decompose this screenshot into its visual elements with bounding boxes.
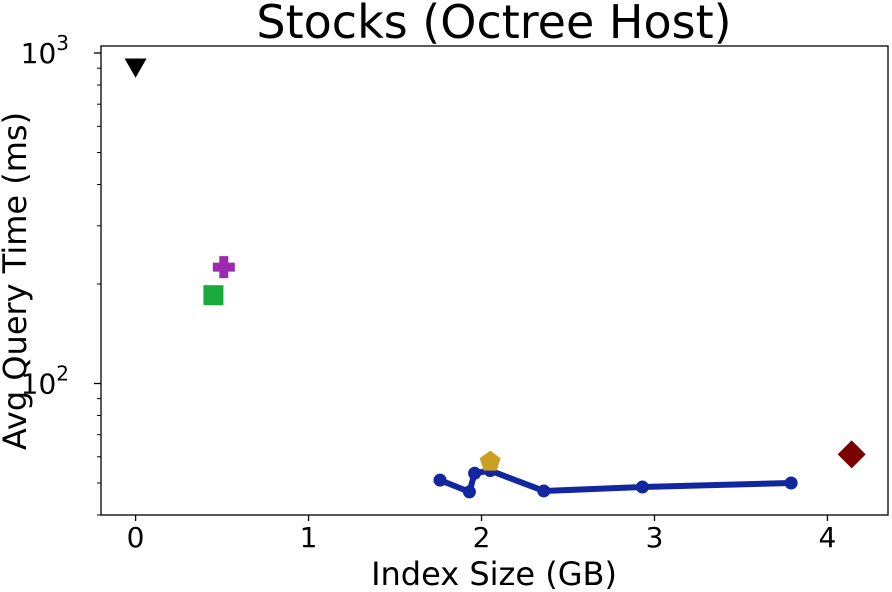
circle-point [635, 480, 649, 494]
x-tick-label: 4 [819, 521, 837, 554]
circle-point [433, 473, 447, 487]
x-tick-label: 1 [300, 521, 318, 554]
circle-point [462, 485, 476, 499]
series-group [124, 58, 147, 78]
pentagon-point [479, 450, 501, 471]
square-point [203, 285, 224, 306]
y-axis-label: Avg Query Time (ms) [0, 112, 34, 450]
plot-area [100, 45, 889, 516]
series-group [479, 450, 501, 471]
y-tick-label: 103 [21, 31, 69, 70]
series-layer [124, 58, 866, 499]
x-tick-label: 2 [473, 521, 491, 554]
circle-point [784, 476, 798, 490]
circle-point [468, 466, 482, 480]
x-axis: 0 1 2 3 4 [127, 515, 837, 554]
series-group [212, 256, 235, 279]
plus-point [212, 256, 235, 279]
series-group [837, 440, 866, 469]
series-group [433, 464, 798, 499]
x-tick-label: 3 [646, 521, 664, 554]
series-group [203, 285, 224, 306]
diamond-point [837, 440, 866, 469]
chart-title: Stocks (Octree Host) [256, 0, 731, 49]
triangle-point [124, 58, 147, 78]
circle-point [537, 484, 551, 498]
x-axis-label: Index Size (GB) [371, 555, 617, 592]
x-tick-label: 0 [127, 521, 145, 554]
